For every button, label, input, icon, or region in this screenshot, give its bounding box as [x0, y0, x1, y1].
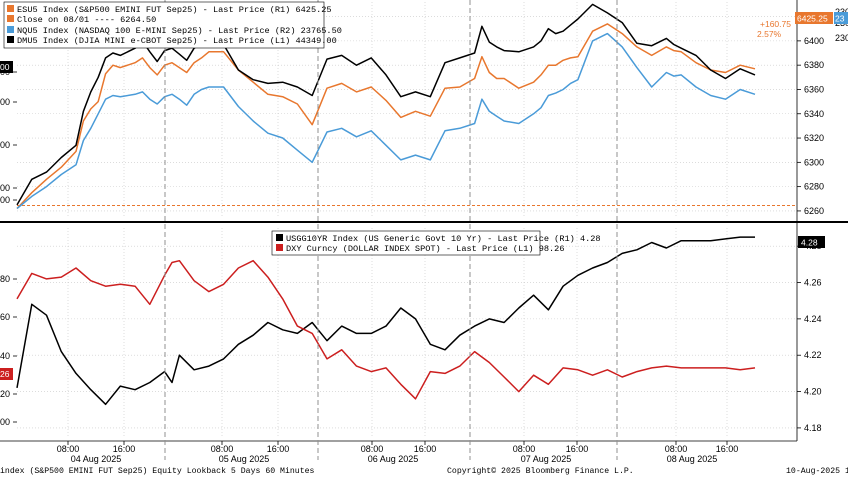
top-legend: ESU5 Index (S&P500 EMINI FUT Sep25) - La…	[3, 1, 342, 49]
spx-last-badge	[795, 12, 833, 24]
change-label: +160.75	[760, 19, 791, 29]
footer: index (S&P500 EMINI FUT Sep25) Equity Lo…	[0, 466, 848, 476]
bottom-series-dxy	[16, 259, 756, 400]
badges: 6425.25 23 +160.75 2.57% 00 4.28 26	[0, 12, 848, 380]
tnote-last-badge	[798, 236, 825, 248]
x-hour-label: 16:00	[716, 444, 739, 454]
bottom-series-tnote	[16, 236, 755, 406]
x-date-label: 07 Aug 2025	[521, 454, 572, 464]
x-hour-label: 08:00	[513, 444, 536, 454]
left-tick-label-top: 00	[0, 183, 10, 193]
bottom-legend: USGG10YR Index (US Generic Govt 10 Yr) -…	[271, 230, 601, 256]
legend-djia: DMU5 Index (DJIA MINI e-CBOT Sep25) - La…	[17, 36, 337, 46]
right-tick-label-top: 6320	[804, 133, 824, 143]
legend-swatch-spx	[7, 5, 14, 12]
right-tick-label-top: 6300	[804, 157, 824, 167]
djia-left-badge-text: 00	[0, 62, 10, 72]
left-tick-label-bottom: 80	[0, 274, 10, 284]
tnote-last-badge-text: 4.28	[801, 238, 818, 248]
x-hour-label: 16:00	[113, 444, 136, 454]
legend-swatch-nq	[7, 26, 14, 33]
x-date-label: 05 Aug 2025	[219, 454, 270, 464]
top-series-spx	[16, 23, 756, 210]
legend-swatch-dxy	[276, 244, 283, 251]
x-hour-label: 16:00	[414, 444, 437, 454]
top-panel-lines	[16, 3, 756, 210]
legend-swatch-close	[7, 15, 14, 22]
bottom-legend-box	[271, 230, 541, 256]
djia-left-badge	[0, 61, 13, 73]
x-date-label: 06 Aug 2025	[368, 454, 419, 464]
x-date-label: 08 Aug 2025	[667, 454, 718, 464]
top-series-nq	[16, 32, 756, 210]
left-tick-label-top: 00	[0, 195, 10, 205]
left-tick-label-top: 00	[0, 140, 10, 150]
legend-spx: ESU5 Index (S&P500 EMINI FUT Sep25) - La…	[17, 5, 332, 15]
dxy-left-badge	[0, 368, 13, 380]
footer-center: Copyright© 2025 Bloomberg Finance L.P.	[447, 466, 634, 476]
left-tick-label-bottom: 00	[0, 417, 10, 427]
bottom-grid	[17, 228, 797, 437]
left-tick-label-bottom: 20	[0, 389, 10, 399]
right-tick-label-top: 6260	[804, 206, 824, 216]
nq-last-badge	[834, 12, 848, 24]
x-hour-label: 08:00	[211, 444, 234, 454]
right-tick-label-bottom: 4.22	[804, 350, 822, 360]
legend-swatch-djia	[7, 36, 14, 43]
right-tick-label-top: 6360	[804, 84, 824, 94]
right-tick-label-top: 6400	[804, 36, 824, 46]
x-hour-label: 16:00	[267, 444, 290, 454]
x-hour-label: 08:00	[361, 444, 384, 454]
top-legend-box	[3, 1, 325, 49]
x-hour-label: 08:00	[57, 444, 80, 454]
legend-tnote: USGG10YR Index (US Generic Govt 10 Yr) -…	[286, 234, 601, 244]
right2-tick-label-top: 230	[835, 33, 848, 43]
right-tick-label-top: 6280	[804, 182, 824, 192]
nq-last-badge-text: 23	[835, 14, 845, 24]
left-tick-label-top: 00	[0, 97, 10, 107]
right-tick-label-bottom: 4.18	[804, 423, 822, 433]
right-tick-label-bottom: 4.24	[804, 314, 822, 324]
footer-right: 10-Aug-2025 12:	[786, 467, 848, 476]
top-series-djia	[16, 3, 756, 206]
dxy-left-badge-text: 26	[0, 369, 10, 379]
spx-last-badge-text: 6425.25	[797, 14, 828, 24]
bottom-panel-lines	[16, 236, 756, 406]
x-hour-label: 16:00	[566, 444, 589, 454]
left-tick-label-bottom: 60	[0, 312, 10, 322]
right-tick-label-bottom: 4.20	[804, 387, 822, 397]
x-hour-label: 08:00	[665, 444, 688, 454]
pct-label: 2.57%	[757, 29, 782, 39]
legend-nq: NQU5 Index (NASDAQ 100 E-MINI Sep25) - L…	[17, 26, 342, 36]
footer-left: index (S&P500 EMINI FUT Sep25) Equity Lo…	[0, 466, 315, 476]
left-tick-label-bottom: 40	[0, 351, 10, 361]
right-tick-label-bottom: 4.26	[804, 278, 822, 288]
x-date-label: 04 Aug 2025	[71, 454, 122, 464]
legend-dxy: DXY Curncy (DOLLAR INDEX SPOT) - Last Pr…	[286, 244, 564, 254]
right-tick-label-top: 6340	[804, 109, 824, 119]
legend-close: Close on 08/01 ---- 6264.50	[17, 15, 156, 25]
right-tick-label-top: 6380	[804, 60, 824, 70]
legend-swatch-tnote	[276, 234, 283, 241]
